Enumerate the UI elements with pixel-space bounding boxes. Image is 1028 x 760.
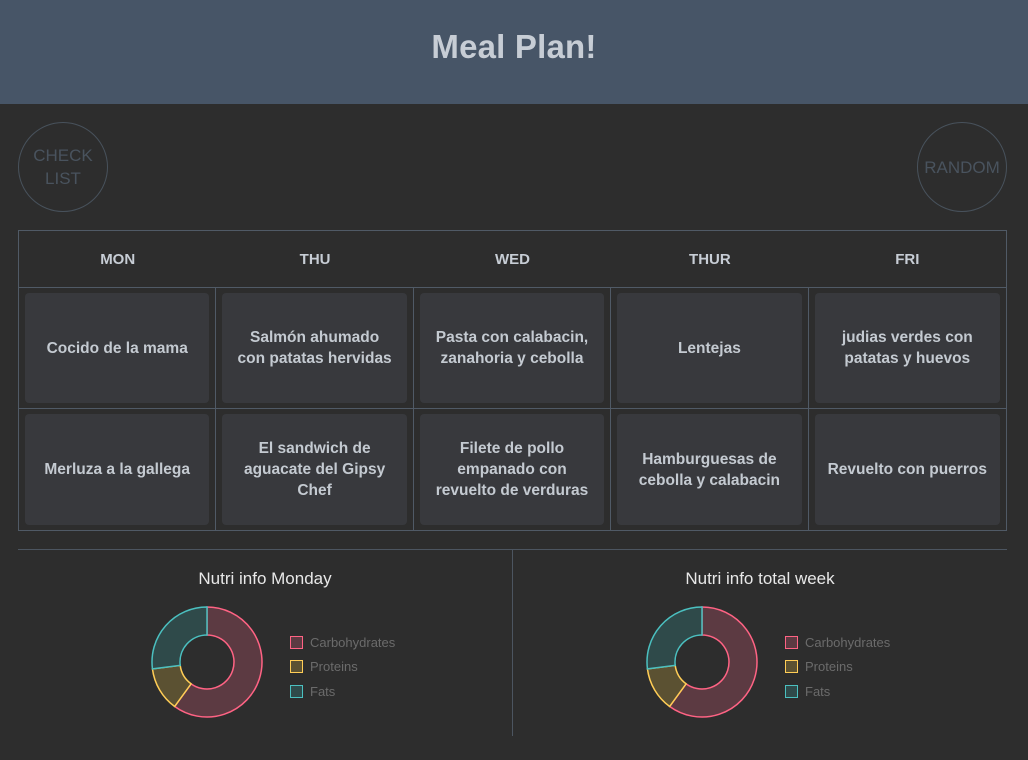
- slice-fats[interactable]: [646, 606, 703, 670]
- random-button[interactable]: RANDOM: [917, 122, 1007, 212]
- day-header: MON: [100, 250, 136, 268]
- checklist-label-line2: LIST: [45, 169, 81, 188]
- nutri-monday-title: Nutri info Monday: [198, 569, 332, 588]
- legend-item-fats[interactable]: Fats: [290, 679, 395, 704]
- meal-card[interactable]: Hamburguesas de cebolla y calabacin: [617, 414, 802, 525]
- carbs-swatch: [290, 635, 303, 649]
- legend-label: Fats: [805, 683, 831, 699]
- donut-chart-monday[interactable]: [151, 606, 263, 718]
- legend-item-proteins[interactable]: Proteins: [785, 655, 890, 680]
- legend-item-fats[interactable]: Fats: [785, 679, 890, 704]
- meal-card[interactable]: judias verdes con patatas y huevos: [814, 293, 1000, 403]
- meal-plan-table: MON THU WED THUR FRI Cocido de la mama S…: [18, 230, 1007, 531]
- page-title: Meal Plan!: [431, 28, 597, 65]
- legend-item-proteins[interactable]: Proteins: [290, 655, 395, 680]
- day-header: FRI: [895, 250, 920, 268]
- proteins-swatch: [785, 660, 798, 674]
- meal-card[interactable]: Salmón ahumado con patatas hervidas: [222, 293, 407, 403]
- carbs-swatch: [785, 635, 798, 649]
- day-header: THU: [299, 250, 331, 268]
- slice-carbohydrates[interactable]: [668, 606, 758, 718]
- meal-row: Merluza a la gallega El sandwich de agua…: [19, 409, 1006, 530]
- slice-fats[interactable]: [151, 606, 208, 670]
- meal-card[interactable]: Merluza a la gallega: [25, 414, 210, 525]
- panel-divider: [512, 550, 513, 736]
- header-bar: Meal Plan!: [0, 0, 1028, 104]
- legend-label: Proteins: [310, 659, 358, 675]
- fats-swatch: [290, 684, 303, 698]
- legend-item-carbs[interactable]: Carbohydrates: [290, 630, 395, 655]
- checklist-button[interactable]: CHECK LIST: [18, 122, 108, 212]
- proteins-swatch: [290, 660, 303, 674]
- meal-card[interactable]: Lentejas: [617, 293, 802, 403]
- nutri-panel-week: Nutri info total week Carbohydrates Prot…: [513, 550, 1007, 750]
- legend-monday: Carbohydrates Proteins Fats: [290, 630, 395, 704]
- slice-carbohydrates[interactable]: [173, 606, 263, 718]
- legend-label: Fats: [310, 683, 336, 699]
- legend-item-carbs[interactable]: Carbohydrates: [785, 630, 890, 655]
- legend-label: Proteins: [805, 659, 853, 675]
- day-header-row: MON THU WED THUR FRI: [19, 231, 1006, 288]
- fats-swatch: [785, 684, 798, 698]
- checklist-label-line1: CHECK: [33, 146, 93, 165]
- nutri-panel-monday: Nutri info Monday Carbohydrates Proteins…: [18, 550, 512, 750]
- meal-card[interactable]: Cocido de la mama: [25, 293, 210, 403]
- legend-label: Carbohydrates: [310, 634, 396, 650]
- meal-card[interactable]: Revuelto con puerros: [814, 414, 1000, 525]
- nutri-week-title: Nutri info total week: [685, 569, 835, 588]
- donut-chart-week[interactable]: [646, 606, 758, 718]
- legend-label: Carbohydrates: [805, 634, 891, 650]
- section-divider: [18, 549, 1007, 550]
- day-header: WED: [494, 250, 530, 268]
- day-header: THUR: [689, 250, 731, 268]
- meal-card[interactable]: Pasta con calabacin, zanahoria y cebolla: [419, 293, 605, 403]
- meal-card[interactable]: El sandwich de aguacate del Gipsy Chef: [222, 414, 407, 525]
- meal-card[interactable]: Filete de pollo empanado con revuelto de…: [419, 414, 605, 525]
- meal-row: Cocido de la mama Salmón ahumado con pat…: [19, 288, 1006, 409]
- legend-week: Carbohydrates Proteins Fats: [785, 630, 890, 704]
